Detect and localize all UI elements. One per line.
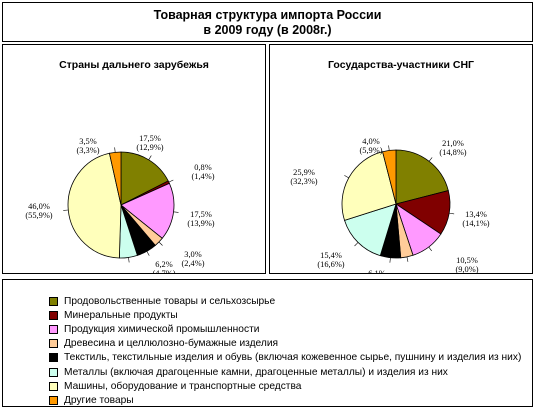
slice-prev-value-label: (5,9%) <box>359 146 382 155</box>
pie-slice <box>341 151 397 221</box>
legend-item: Продукция химической промышленности <box>49 322 521 336</box>
pie-slice <box>67 152 122 259</box>
slice-value-label: 17,5% <box>190 210 212 219</box>
slice-value-label: 17,5% <box>139 134 161 143</box>
leader-line <box>173 211 179 213</box>
leader-line <box>428 246 432 252</box>
slice-value-label: 6,2% <box>155 260 172 269</box>
legend-item: Машины, оборудование и транспортные сред… <box>49 379 521 393</box>
legend-swatch <box>49 381 58 391</box>
leader-line <box>146 251 150 256</box>
pie-panel-cis: Государства-участники СНГ 21,0% (14,8%) 13… <box>269 44 533 274</box>
slice-value-label: 3,0% <box>184 250 201 259</box>
pie-slice <box>120 151 169 206</box>
leader-line <box>158 241 163 246</box>
chart-title-box: Товарная структура импорта России в 2009… <box>2 2 533 42</box>
slice-value-label: 46,0% <box>28 202 50 211</box>
slice-prev-value-label: (9,0%) <box>455 265 478 273</box>
slice-value-label: 0,8% <box>194 163 211 172</box>
legend-item: Минеральные продукты <box>49 308 521 322</box>
slice-prev-value-label: (55,9%) <box>25 211 52 220</box>
pie-chart-cis: 21,0%(14,8%)13,4%(14,1%)10,5%(9,0%)3,7%(… <box>290 137 489 273</box>
slice-value-label: 21,0% <box>442 139 464 148</box>
slice-prev-value-label: (4,7%) <box>152 269 175 273</box>
legend-label: Другие товары <box>64 394 134 406</box>
slice-value-label: 3,5% <box>79 137 96 146</box>
legend-item: Металлы (включая драгоценные камни, драг… <box>49 365 521 379</box>
slice-prev-value-label: (2,4%) <box>181 259 204 268</box>
slice-prev-value-label: (14,1%) <box>462 219 489 228</box>
leader-line <box>354 242 359 247</box>
pie-slice <box>344 203 397 257</box>
legend-swatch <box>49 395 58 405</box>
leader-line <box>128 257 130 263</box>
leader-line <box>148 155 152 160</box>
legend-label: Продовольственные товары и сельхозсырье <box>64 295 276 307</box>
slice-prev-value-label: (13,9%) <box>187 219 214 228</box>
slice-value-label: 6,1% <box>368 269 385 273</box>
slice-prev-value-label: (14,8%) <box>439 148 466 157</box>
legend-swatch <box>49 296 58 306</box>
pie-title-far-abroad: Страны дальнего зарубежья <box>59 59 209 71</box>
legend: Продовольственные товары и сельхозсырье М… <box>2 279 533 407</box>
slice-prev-value-label: (3,3%) <box>76 146 99 155</box>
slice-prev-value-label: (32,3%) <box>290 177 317 186</box>
leader-line <box>389 257 391 263</box>
leader-line <box>114 147 116 153</box>
legend-label: Минеральные продукты <box>64 309 178 321</box>
legend-label: Продукция химической промышленности <box>64 323 260 335</box>
legend-label: Текстиль, текстильные изделия и обувь (в… <box>64 352 522 364</box>
legend-item: Древесина и целлюлозно-бумажные изделия <box>49 337 521 351</box>
slice-value-label: 10,5% <box>456 256 478 265</box>
slice-value-label: 4,0% <box>362 137 379 146</box>
leader-line <box>388 145 390 151</box>
legend-swatch <box>49 310 58 320</box>
legend-item: Другие товары <box>49 393 521 407</box>
pie-title-cis: Государства-участники СНГ <box>328 59 474 71</box>
leader-line <box>406 256 409 262</box>
leader-line <box>428 157 433 162</box>
slice-value-label: 25,9% <box>293 168 315 177</box>
pie-panel-far-abroad: Страны дальнего зарубежья 17,5% (12,9%) 0,… <box>2 44 266 274</box>
slice-value-label: 13,4% <box>465 210 487 219</box>
slice-prev-value-label: (16,6%) <box>317 260 344 269</box>
leader-line <box>168 179 174 183</box>
chart-title-line2: в 2009 году (в 2008г.) <box>203 23 332 37</box>
pie-slice <box>108 151 122 206</box>
pie-chart-far-abroad: 17,5%(12,9%)0,8%(1,4%)17,5%(13,9%)3,0%(2… <box>25 134 214 273</box>
legend-item: Продовольственные товары и сельхозсырье <box>49 294 521 308</box>
legend-label: Машины, оборудование и транспортные сред… <box>64 380 302 392</box>
legend-list: Продовольственные товары и сельхозсырье М… <box>49 294 521 408</box>
slice-prev-value-label: (12,9%) <box>136 143 163 152</box>
legend-swatch <box>49 367 58 377</box>
slice-prev-value-label: (1,4%) <box>191 172 214 181</box>
legend-swatch <box>49 324 58 334</box>
leader-line <box>449 212 455 215</box>
slice-value-label: 15,4% <box>320 251 342 260</box>
legend-label: Металлы (включая драгоценные камни, драг… <box>64 366 448 378</box>
legend-swatch <box>49 339 58 349</box>
legend-item: Текстиль, текстильные изделия и обувь (в… <box>49 351 521 365</box>
legend-label: Древесина и целлюлозно-бумажные изделия <box>64 338 279 350</box>
pie-slice <box>395 149 449 205</box>
leader-line <box>344 175 349 179</box>
chart-title-line1: Товарная структура импорта России <box>153 8 382 22</box>
legend-swatch <box>49 353 58 363</box>
